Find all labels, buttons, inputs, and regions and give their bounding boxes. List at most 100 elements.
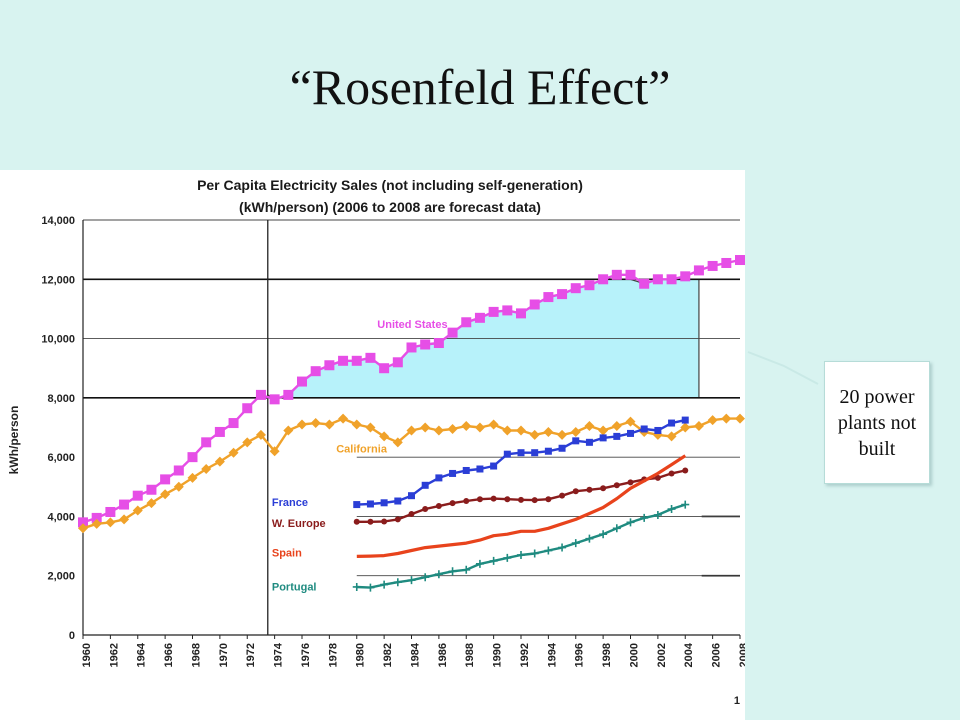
data-point-portugal (530, 549, 539, 558)
chart-panel: Per Capita Electricity Sales (not includ… (0, 170, 745, 720)
data-point-portugal (599, 530, 608, 539)
data-point-united-states (461, 317, 472, 328)
data-point-california (297, 419, 307, 430)
data-point-france (353, 501, 361, 509)
callout-box: 20 power plants not built (824, 361, 930, 484)
data-point-united-states (365, 352, 376, 363)
data-point-portugal (558, 543, 567, 552)
y-tick-label: 0 (69, 630, 75, 642)
data-point-w-europe (600, 485, 607, 492)
data-point-california (570, 426, 581, 437)
data-point-w-europe (668, 470, 675, 477)
x-tick-label: 1960 (81, 643, 93, 667)
data-point-united-states (310, 366, 321, 377)
data-point-united-states (324, 360, 335, 371)
data-point-united-states (269, 394, 280, 405)
data-point-california (201, 464, 212, 474)
data-point-united-states (474, 312, 485, 323)
y-tick-label: 12,000 (41, 274, 75, 286)
data-point-w-europe (572, 488, 579, 495)
data-point-california (584, 421, 595, 432)
x-tick-label: 2006 (711, 643, 723, 667)
callout-connector-line (747, 351, 819, 385)
data-point-california (351, 419, 362, 430)
data-point-california (693, 421, 704, 432)
x-tick-label: 2002 (656, 643, 668, 667)
data-point-california (365, 422, 376, 433)
data-point-california (105, 517, 116, 528)
data-point-united-states (283, 389, 294, 400)
y-tick-label: 2,000 (47, 571, 75, 583)
y-tick-label: 4,000 (47, 511, 75, 523)
data-point-united-states (351, 355, 362, 366)
x-tick-label: 1972 (245, 643, 257, 667)
chart-subtitle: (kWh/person) (2006 to 2008 are forecast … (239, 199, 541, 215)
data-point-united-states (529, 299, 540, 310)
data-point-united-states (557, 289, 568, 300)
series-label-france: France (272, 497, 308, 509)
data-point-w-europe (435, 503, 442, 510)
data-point-portugal (421, 573, 430, 582)
data-point-california (680, 422, 691, 433)
data-point-united-states (105, 506, 116, 517)
data-point-california (255, 429, 266, 440)
data-point-france (408, 492, 415, 500)
data-point-united-states (680, 271, 691, 282)
data-point-portugal (681, 500, 690, 509)
y-tick-label: 14,000 (41, 215, 75, 227)
data-point-portugal (407, 576, 416, 585)
data-point-united-states (392, 357, 403, 368)
data-point-france (531, 449, 539, 457)
x-tick-label: 1968 (190, 643, 202, 667)
data-point-california (420, 422, 431, 433)
x-tick-label: 1980 (355, 643, 367, 667)
data-point-united-states (693, 265, 704, 276)
data-point-portugal (517, 550, 525, 559)
data-point-united-states (160, 474, 171, 485)
data-point-france (449, 469, 457, 477)
data-point-california (529, 429, 540, 440)
data-point-w-europe (613, 482, 620, 489)
data-point-w-europe (627, 479, 634, 486)
data-point-california (557, 429, 568, 440)
data-point-united-states (228, 418, 239, 429)
data-point-california (283, 425, 294, 436)
data-point-united-states (707, 260, 718, 271)
series-label-united-states: United States (377, 319, 447, 331)
data-point-w-europe (490, 495, 497, 502)
series-line-w-europe (356, 469, 686, 523)
x-tick-label: 1976 (300, 643, 312, 667)
series-label-w-europe: W. Europe (272, 518, 326, 530)
data-point-portugal (571, 539, 580, 548)
data-point-portugal (585, 534, 594, 543)
data-point-california (160, 489, 171, 500)
data-point-france (640, 425, 648, 433)
x-tick-label: 1986 (437, 643, 449, 667)
data-point-portugal (393, 578, 402, 587)
data-point-united-states (584, 280, 595, 291)
data-point-portugal (544, 546, 553, 555)
data-point-united-states (214, 426, 225, 437)
x-tick-label: 2004 (683, 642, 695, 667)
x-tick-label: 1962 (108, 643, 120, 667)
data-point-france (599, 434, 607, 442)
data-point-united-states (488, 306, 499, 317)
data-point-portugal (434, 570, 443, 579)
data-point-france (681, 416, 689, 424)
data-point-w-europe (476, 496, 483, 503)
data-point-california (379, 431, 390, 442)
data-point-california (91, 518, 102, 529)
x-tick-label: 1964 (136, 642, 148, 667)
data-point-france (490, 462, 498, 470)
data-point-california (735, 413, 745, 424)
data-point-united-states (255, 389, 266, 400)
data-point-united-states (91, 512, 102, 523)
data-point-united-states (187, 452, 198, 463)
x-tick-label: 1998 (601, 643, 613, 667)
data-point-united-states (570, 283, 581, 294)
data-point-california (543, 426, 554, 437)
data-point-california (132, 505, 143, 516)
x-tick-label: 1988 (464, 643, 476, 667)
data-point-w-europe (463, 498, 470, 505)
data-point-california (516, 425, 526, 436)
